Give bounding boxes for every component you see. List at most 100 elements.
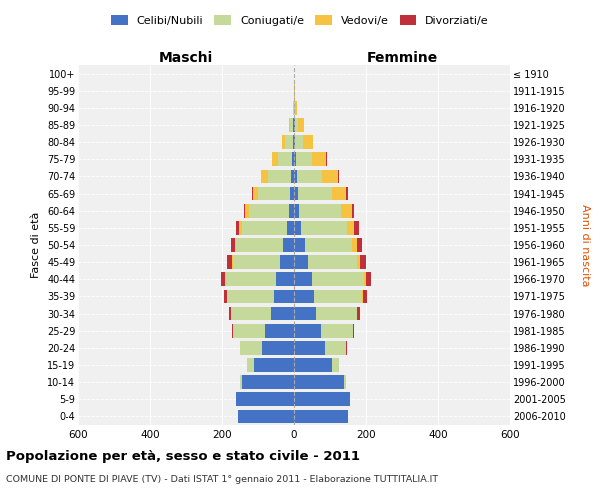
Bar (294, 272, 312, 286)
Bar (294, 101, 297, 114)
Bar (239, 221, 294, 234)
Bar (233, 256, 294, 269)
Bar (294, 341, 325, 354)
Legend: Celibi/Nubili, Coniugati/e, Vedovi/e, Divorziati/e: Celibi/Nubili, Coniugati/e, Vedovi/e, Di… (107, 10, 493, 30)
Bar (242, 221, 294, 234)
Y-axis label: Fasce di età: Fasce di età (31, 212, 41, 278)
Bar (236, 238, 294, 252)
Bar (232, 256, 294, 269)
Bar (294, 272, 365, 286)
Bar (294, 118, 298, 132)
Bar (294, 238, 362, 252)
Bar (247, 358, 294, 372)
Bar (238, 410, 294, 424)
Bar (239, 341, 294, 354)
Bar (294, 376, 346, 389)
Bar (260, 170, 294, 183)
Bar (268, 170, 294, 183)
Bar (236, 392, 294, 406)
Bar (247, 358, 294, 372)
Bar (294, 186, 346, 200)
Bar (294, 358, 339, 372)
Bar (221, 272, 294, 286)
Bar (226, 272, 294, 286)
Bar (294, 152, 312, 166)
Bar (283, 136, 294, 149)
Bar (294, 256, 308, 269)
Bar (294, 118, 295, 132)
Bar (236, 221, 294, 234)
Bar (294, 306, 357, 320)
Bar (231, 306, 294, 320)
Bar (294, 324, 321, 338)
Bar (236, 392, 294, 406)
Bar (293, 101, 294, 114)
Text: COMUNE DI PONTE DI PIAVE (TV) - Dati ISTAT 1° gennaio 2011 - Elaborazione TUTTIT: COMUNE DI PONTE DI PIAVE (TV) - Dati IST… (6, 475, 438, 484)
Bar (291, 170, 294, 183)
Bar (294, 152, 296, 166)
Bar (294, 358, 332, 372)
Bar (294, 392, 350, 406)
Bar (294, 101, 297, 114)
Bar (292, 152, 294, 166)
Bar (294, 324, 355, 338)
Bar (294, 272, 364, 286)
Bar (294, 358, 339, 372)
Bar (294, 170, 339, 183)
Bar (240, 341, 294, 354)
Bar (294, 221, 359, 234)
Bar (225, 272, 294, 286)
Bar (289, 118, 294, 132)
Bar (227, 256, 294, 269)
Bar (294, 392, 350, 406)
Bar (294, 324, 353, 338)
Bar (293, 118, 294, 132)
Bar (294, 152, 327, 166)
Bar (294, 170, 322, 183)
Bar (294, 101, 295, 114)
Bar (238, 410, 294, 424)
Bar (294, 186, 332, 200)
Bar (294, 204, 341, 218)
Bar (280, 256, 294, 269)
Bar (294, 376, 344, 389)
Bar (294, 306, 359, 320)
Bar (294, 358, 339, 372)
Bar (240, 376, 294, 389)
Bar (294, 152, 326, 166)
Bar (294, 256, 360, 269)
Bar (294, 221, 355, 234)
Bar (294, 238, 356, 252)
Bar (294, 238, 305, 252)
Bar (294, 341, 346, 354)
Bar (229, 306, 294, 320)
Text: Maschi: Maschi (159, 51, 213, 65)
Bar (247, 358, 294, 372)
Bar (253, 186, 294, 200)
Bar (276, 272, 294, 286)
Bar (294, 306, 358, 320)
Bar (249, 204, 294, 218)
Bar (294, 256, 357, 269)
Bar (289, 118, 294, 132)
Bar (232, 324, 294, 338)
Bar (258, 186, 294, 200)
Bar (294, 136, 303, 149)
Bar (294, 306, 316, 320)
Bar (254, 358, 294, 372)
Bar (294, 410, 348, 424)
Bar (236, 392, 294, 406)
Bar (294, 272, 371, 286)
Bar (240, 376, 294, 389)
Bar (289, 204, 294, 218)
Bar (293, 136, 294, 149)
Bar (294, 84, 295, 98)
Bar (294, 221, 347, 234)
Bar (294, 136, 295, 149)
Bar (294, 118, 304, 132)
Bar (274, 290, 294, 304)
Bar (294, 256, 367, 269)
Bar (294, 410, 348, 424)
Bar (251, 186, 294, 200)
Text: Femmine: Femmine (367, 51, 437, 65)
